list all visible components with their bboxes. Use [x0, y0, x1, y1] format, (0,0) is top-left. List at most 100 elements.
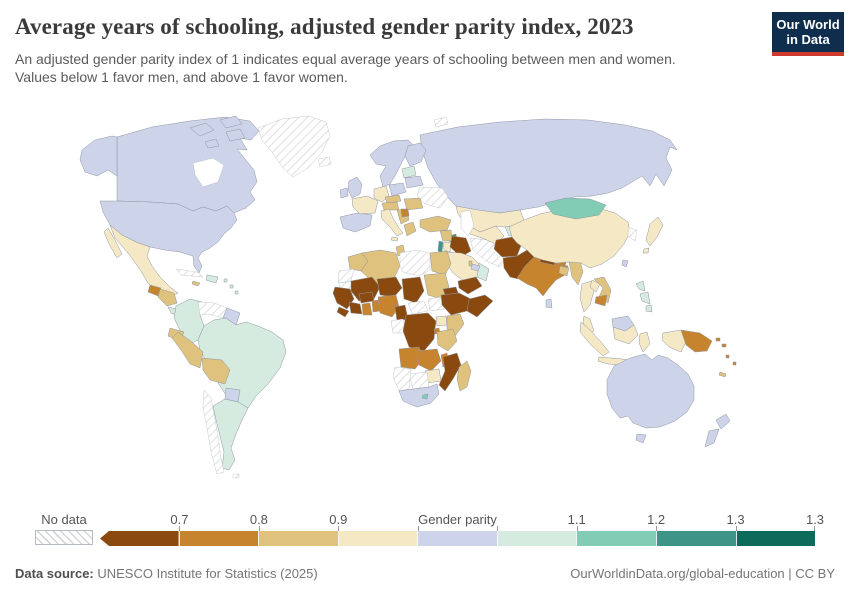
region-australia[interactable]: [606, 353, 695, 429]
region-new-caledonia[interactable]: [718, 371, 727, 378]
region-namibia[interactable]: [392, 366, 412, 392]
region-jamaica[interactable]: [191, 280, 201, 287]
region-venezuela[interactable]: [197, 301, 228, 319]
legend-bin-b9[interactable]: [735, 531, 816, 546]
subtitle-line-2: Values below 1 favor men, and above 1 fa…: [15, 68, 348, 85]
region-france[interactable]: [351, 195, 379, 215]
region-yemen[interactable]: [457, 276, 483, 295]
owid-logo[interactable]: Our World in Data: [772, 12, 844, 56]
region-guyanas[interactable]: [222, 307, 241, 326]
region-alaska[interactable]: [79, 135, 118, 177]
region-niger[interactable]: [376, 276, 403, 298]
region-arctic-islands[interactable]: [189, 115, 246, 149]
legend-bin-b4[interactable]: [337, 531, 418, 546]
region-serbia[interactable]: [400, 208, 410, 218]
region-cuba[interactable]: [175, 268, 204, 278]
region-sumatra[interactable]: [579, 321, 610, 357]
region-myanmar[interactable]: [568, 259, 584, 286]
region-borneo-indonesia[interactable]: [612, 324, 639, 345]
region-falkland-islands[interactable]: [232, 473, 240, 479]
region-drc[interactable]: [402, 312, 437, 352]
region-uae[interactable]: [470, 263, 481, 272]
region-jordan[interactable]: [442, 241, 452, 253]
region-sulawesi[interactable]: [638, 331, 651, 353]
legend-bin-b8[interactable]: [655, 531, 736, 546]
region-central-african-republic[interactable]: [407, 300, 429, 315]
region-belarus[interactable]: [404, 175, 424, 189]
region-russia[interactable]: [419, 118, 678, 214]
legend-bin-b2[interactable]: [178, 531, 259, 546]
region-botswana[interactable]: [408, 371, 430, 390]
region-mozambique[interactable]: [438, 352, 462, 392]
region-philippines[interactable]: [635, 280, 653, 313]
region-solomon-islands[interactable]: [715, 337, 727, 348]
region-ethiopia[interactable]: [440, 292, 472, 316]
region-argentina[interactable]: [212, 398, 249, 471]
region-lesotho[interactable]: [421, 393, 429, 400]
region-antilles[interactable]: [223, 278, 239, 295]
legend-tick-7: [656, 526, 658, 531]
region-austria-hungary[interactable]: [381, 201, 400, 211]
region-new-zealand[interactable]: [704, 413, 731, 448]
region-zambia[interactable]: [416, 348, 442, 372]
legend-bin-b5[interactable]: [417, 531, 497, 546]
region-mongolia[interactable]: [544, 197, 607, 220]
region-papua-new-guinea[interactable]: [680, 329, 713, 353]
legend-bin-b3[interactable]: [258, 531, 338, 546]
caspian-sea-water: [460, 209, 475, 237]
region-iceland[interactable]: [317, 156, 332, 168]
legend-bin-b7[interactable]: [576, 531, 656, 546]
legend-bin-b6[interactable]: [496, 531, 577, 546]
legend-bin-b1[interactable]: [100, 531, 179, 546]
region-bangladesh[interactable]: [558, 265, 570, 277]
region-tanzania[interactable]: [436, 328, 458, 352]
region-sri-lanka[interactable]: [545, 298, 553, 309]
region-sierra-leone-liberia[interactable]: [336, 306, 350, 318]
region-uganda[interactable]: [435, 315, 448, 327]
region-iraq[interactable]: [449, 235, 472, 258]
region-syria[interactable]: [439, 229, 453, 242]
region-somalia[interactable]: [466, 294, 494, 318]
no-data-swatch[interactable]: [35, 530, 93, 545]
region-south-sudan[interactable]: [427, 296, 445, 312]
region-taiwan[interactable]: [621, 259, 629, 268]
region-oman[interactable]: [476, 262, 490, 282]
region-israel-lebanon[interactable]: [437, 240, 444, 254]
region-vanuatu-fiji[interactable]: [725, 354, 737, 366]
region-cambodia[interactable]: [594, 294, 608, 307]
region-romania[interactable]: [403, 197, 424, 211]
region-korea[interactable]: [627, 227, 638, 242]
region-poland[interactable]: [388, 182, 407, 197]
region-greece[interactable]: [403, 221, 417, 237]
region-chile[interactable]: [202, 389, 225, 475]
region-madagascar[interactable]: [456, 360, 472, 392]
region-iberia[interactable]: [339, 212, 373, 233]
region-burkina-faso[interactable]: [358, 291, 375, 304]
region-finland[interactable]: [404, 142, 427, 167]
region-ghana[interactable]: [361, 302, 373, 316]
region-chad[interactable]: [401, 276, 425, 304]
region-svalbard[interactable]: [433, 116, 449, 128]
region-honduras-nicaragua[interactable]: [157, 288, 178, 307]
region-greenland[interactable]: [257, 115, 331, 178]
region-turkey[interactable]: [419, 215, 452, 233]
region-ukraine[interactable]: [416, 186, 449, 209]
region-czech-slovakia[interactable]: [384, 194, 402, 204]
region-ireland[interactable]: [339, 187, 349, 199]
region-south-africa[interactable]: [398, 383, 440, 408]
region-tasmania[interactable]: [635, 433, 647, 444]
region-japan[interactable]: [642, 216, 664, 254]
region-united-kingdom[interactable]: [347, 176, 363, 199]
region-mexico[interactable]: [103, 224, 179, 298]
region-peru[interactable]: [171, 331, 204, 369]
region-senegal-guinea[interactable]: [332, 286, 355, 310]
region-qatar[interactable]: [468, 260, 473, 267]
region-scandinavia[interactable]: [369, 139, 415, 188]
region-italy[interactable]: [380, 208, 404, 242]
region-cote-divoire[interactable]: [348, 301, 363, 315]
region-hispaniola[interactable]: [205, 274, 219, 284]
region-baltics[interactable]: [401, 165, 417, 179]
region-bolivia[interactable]: [201, 357, 231, 385]
region-egypt[interactable]: [429, 250, 452, 276]
region-libya[interactable]: [399, 249, 431, 277]
